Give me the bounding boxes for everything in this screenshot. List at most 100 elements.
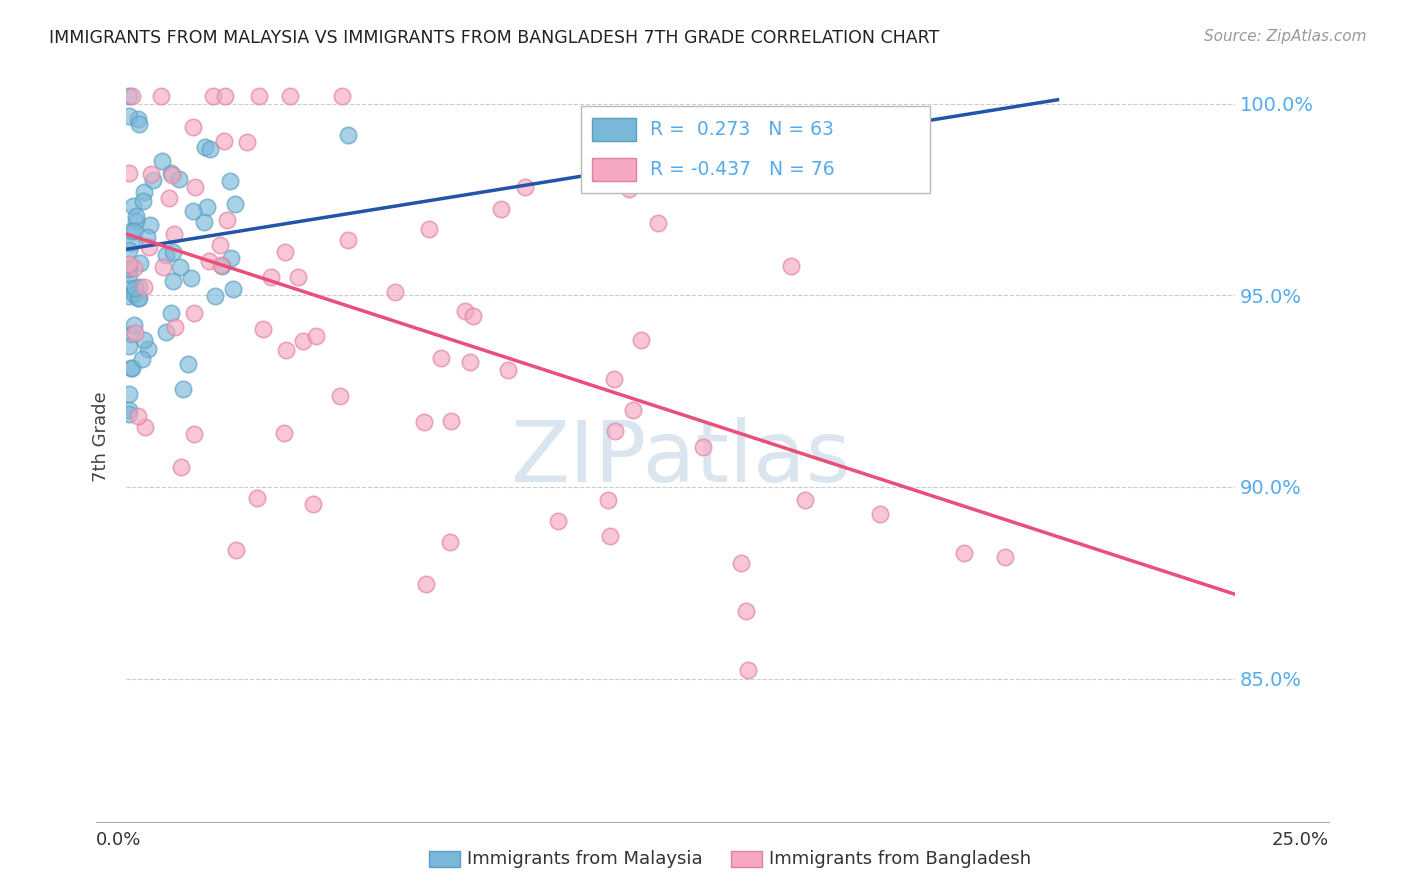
Point (132, 185, 155, 199)
Point (181, 120, 204, 134)
Point (439, 534, 461, 549)
Point (621, 403, 644, 417)
Point (329, 389, 352, 403)
Point (225, 543, 247, 558)
Point (440, 414, 463, 428)
Point (128, 117, 150, 131)
Point (195, 200, 218, 214)
Point (730, 556, 752, 570)
Point (162, 227, 184, 241)
Point (598, 492, 620, 507)
Point (224, 197, 246, 211)
Point (132, 333, 155, 347)
FancyBboxPatch shape (581, 106, 929, 194)
Point (132, 280, 155, 294)
Point (461, 309, 484, 323)
Point (273, 425, 295, 440)
Point (152, 260, 174, 274)
Point (337, 234, 360, 248)
Bar (592, 118, 637, 142)
Point (734, 604, 756, 618)
Point (165, 319, 187, 334)
Point (122, 261, 145, 276)
Point (869, 507, 891, 521)
Point (515, 180, 537, 194)
Point (128, 280, 150, 294)
Point (209, 258, 232, 272)
Point (413, 415, 436, 429)
Point (157, 191, 180, 205)
Text: Immigrants from Malaysia: Immigrants from Malaysia (467, 850, 703, 868)
Point (127, 291, 149, 305)
Point (162, 244, 184, 259)
Point (131, 194, 153, 208)
Point (117, 257, 139, 271)
Point (160, 166, 183, 180)
Point (155, 325, 177, 339)
Point (246, 491, 269, 505)
Point (211, 260, 233, 274)
Point (430, 351, 453, 366)
Point (193, 215, 215, 229)
Text: R =  0.273   N = 63: R = 0.273 N = 63 (650, 120, 834, 139)
Point (150, 89, 173, 103)
Point (302, 497, 325, 511)
Point (128, 256, 150, 270)
Point (181, 203, 204, 218)
Point (217, 212, 239, 227)
Point (117, 260, 139, 275)
Text: IMMIGRANTS FROM MALAYSIA VS IMMIGRANTS FROM BANGLADESH 7TH GRADE CORRELATION CHA: IMMIGRANTS FROM MALAYSIA VS IMMIGRANTS F… (49, 29, 939, 46)
Point (117, 281, 139, 295)
Point (235, 135, 257, 149)
Point (603, 424, 626, 438)
Point (458, 355, 481, 369)
Point (337, 128, 360, 143)
Point (547, 514, 569, 528)
Point (134, 420, 156, 434)
Point (160, 168, 183, 182)
Point (184, 179, 207, 194)
Point (118, 387, 141, 401)
Point (219, 251, 242, 265)
Point (418, 222, 440, 236)
Point (183, 306, 205, 320)
Point (135, 229, 157, 244)
Point (117, 261, 139, 276)
Point (692, 441, 714, 455)
Point (121, 199, 143, 213)
Point (159, 306, 181, 320)
Point (169, 260, 191, 274)
Point (183, 427, 205, 442)
Point (120, 224, 142, 238)
Point (630, 333, 652, 347)
Point (202, 89, 225, 103)
Point (118, 289, 141, 303)
Point (305, 329, 328, 343)
Point (121, 361, 143, 376)
Point (167, 171, 190, 186)
Point (141, 167, 163, 181)
Point (330, 89, 353, 103)
Point (287, 270, 309, 285)
Point (117, 267, 139, 281)
Point (498, 363, 520, 377)
Point (117, 166, 139, 180)
Point (139, 218, 162, 232)
Point (131, 351, 153, 366)
Point (274, 343, 297, 358)
Point (489, 202, 512, 217)
Point (794, 492, 817, 507)
Point (150, 154, 173, 169)
Point (252, 322, 274, 336)
Point (122, 318, 145, 332)
Point (219, 174, 242, 188)
Point (124, 286, 146, 301)
Point (214, 134, 236, 148)
Point (172, 382, 194, 396)
Point (599, 529, 621, 543)
Point (125, 214, 148, 228)
Point (737, 663, 759, 677)
Text: 0.0%: 0.0% (96, 831, 141, 849)
Y-axis label: 7th Grade: 7th Grade (93, 392, 110, 483)
Point (647, 216, 669, 230)
